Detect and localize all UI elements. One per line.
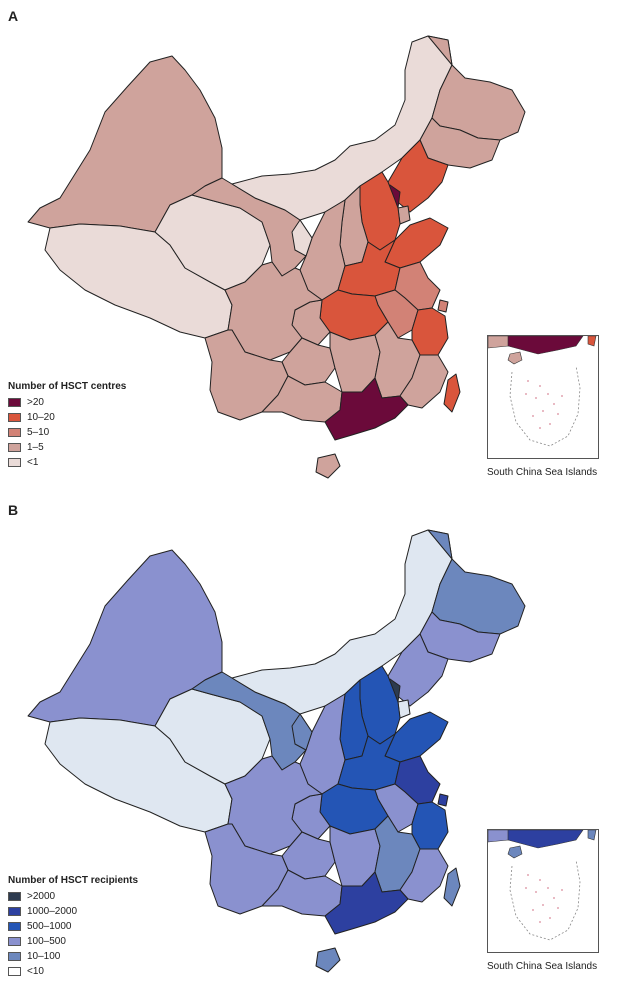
island-dot [535, 397, 537, 399]
legend-swatch [8, 967, 21, 976]
inset-taiwan [587, 830, 597, 841]
legend-label: <1 [27, 457, 39, 468]
province-shanghai [437, 299, 449, 313]
island-dot [539, 385, 541, 387]
china-map-centres [27, 35, 526, 479]
legend-item: <1 [8, 455, 126, 470]
panel-label: A [8, 8, 19, 24]
island-dot [542, 904, 544, 906]
panel-b: B Number of HSCT recipients >2000 1000–20… [0, 494, 617, 989]
panel-a: A Number of HSCT centres >20 10–20 5–10 1–5… [0, 0, 617, 494]
legend-item: 1000–2000 [8, 904, 138, 919]
island-dot [549, 423, 551, 425]
legend-title: Number of HSCT recipients [8, 875, 139, 886]
legend-swatch [8, 907, 21, 916]
island-dot [549, 917, 551, 919]
legend-swatch [8, 413, 21, 422]
inset-caption: South China Sea Islands [487, 467, 598, 478]
province-heilongjiang [427, 529, 526, 635]
legend-label: 1000–2000 [27, 906, 78, 917]
island-dot [532, 909, 534, 911]
legend-label: 100–500 [27, 936, 66, 947]
legend-items: >2000 1000–2000 500–1000 100–500 10–100 <10 [8, 889, 138, 979]
legend-swatch [8, 922, 21, 931]
legend-label: <10 [27, 966, 44, 977]
nine-dash-line [509, 365, 581, 447]
island-dot [553, 897, 555, 899]
inset-taiwan [587, 336, 597, 347]
legend-recipients: Number of HSCT recipients >2000 1000–2000… [8, 875, 138, 979]
legend-item: 100–500 [8, 934, 138, 949]
legend-item: <10 [8, 964, 138, 979]
province-guangdong [324, 377, 409, 441]
inset-caption: South China Sea Islands [487, 961, 598, 972]
south-china-sea-inset [487, 335, 599, 459]
island-dot [539, 921, 541, 923]
legend-swatch [8, 892, 21, 901]
island-dot [547, 887, 549, 889]
province-hainan [315, 453, 341, 479]
island-dot [561, 395, 563, 397]
province-heilongjiang [427, 35, 526, 141]
legend-item: >2000 [8, 889, 138, 904]
island-dot [539, 879, 541, 881]
province-ningxia [291, 219, 313, 257]
province-taiwan [443, 373, 461, 413]
legend-centres: Number of HSCT centres >20 10–20 5–10 1–5 <1 [8, 381, 126, 470]
inset-mainland-west [488, 336, 509, 349]
south-china-sea-inset [487, 829, 599, 953]
inset-map [488, 336, 597, 447]
legend-items: >20 10–20 5–10 1–5 <1 [8, 395, 126, 470]
nine-dash-line [509, 859, 581, 941]
province-ningxia [291, 713, 313, 751]
island-dot [553, 403, 555, 405]
legend-label: 5–10 [27, 427, 50, 438]
island-dot [525, 393, 527, 395]
legend-label: 10–100 [27, 951, 61, 962]
legend-label: 1–5 [27, 442, 44, 453]
legend-swatch [8, 428, 21, 437]
province-zhejiang [411, 801, 449, 850]
island-dot [527, 380, 529, 382]
province-taiwan [443, 867, 461, 907]
legend-item: >20 [8, 395, 126, 410]
china-map-recipients [27, 529, 526, 973]
legend-item: 10–20 [8, 410, 126, 425]
legend-label: 10–20 [27, 412, 55, 423]
legend-swatch [8, 952, 21, 961]
province-hainan [315, 947, 341, 973]
legend-item: 5–10 [8, 425, 126, 440]
inset-hainan [507, 351, 523, 365]
legend-swatch [8, 443, 21, 452]
island-dot [527, 874, 529, 876]
legend-item: 10–100 [8, 949, 138, 964]
province-guangdong [324, 871, 409, 935]
island-dot [557, 413, 559, 415]
inset-hainan [507, 845, 523, 859]
island-dot [542, 410, 544, 412]
province-zhejiang [411, 307, 449, 356]
panel-label: B [8, 502, 19, 518]
legend-label: 500–1000 [27, 921, 72, 932]
legend-swatch [8, 937, 21, 946]
legend-label: >2000 [27, 891, 56, 902]
island-dot [535, 891, 537, 893]
legend-item: 500–1000 [8, 919, 138, 934]
legend-item: 1–5 [8, 440, 126, 455]
province-shanghai [437, 793, 449, 807]
island-dot [557, 907, 559, 909]
island-dot [525, 887, 527, 889]
island-dot [547, 393, 549, 395]
legend-swatch [8, 458, 21, 467]
inset-mainland-west [488, 830, 509, 843]
legend-label: >20 [27, 397, 44, 408]
legend-swatch [8, 398, 21, 407]
inset-map [488, 830, 597, 941]
island-dot [532, 415, 534, 417]
island-dot [539, 427, 541, 429]
island-dot [561, 889, 563, 891]
legend-title: Number of HSCT centres [8, 381, 127, 392]
